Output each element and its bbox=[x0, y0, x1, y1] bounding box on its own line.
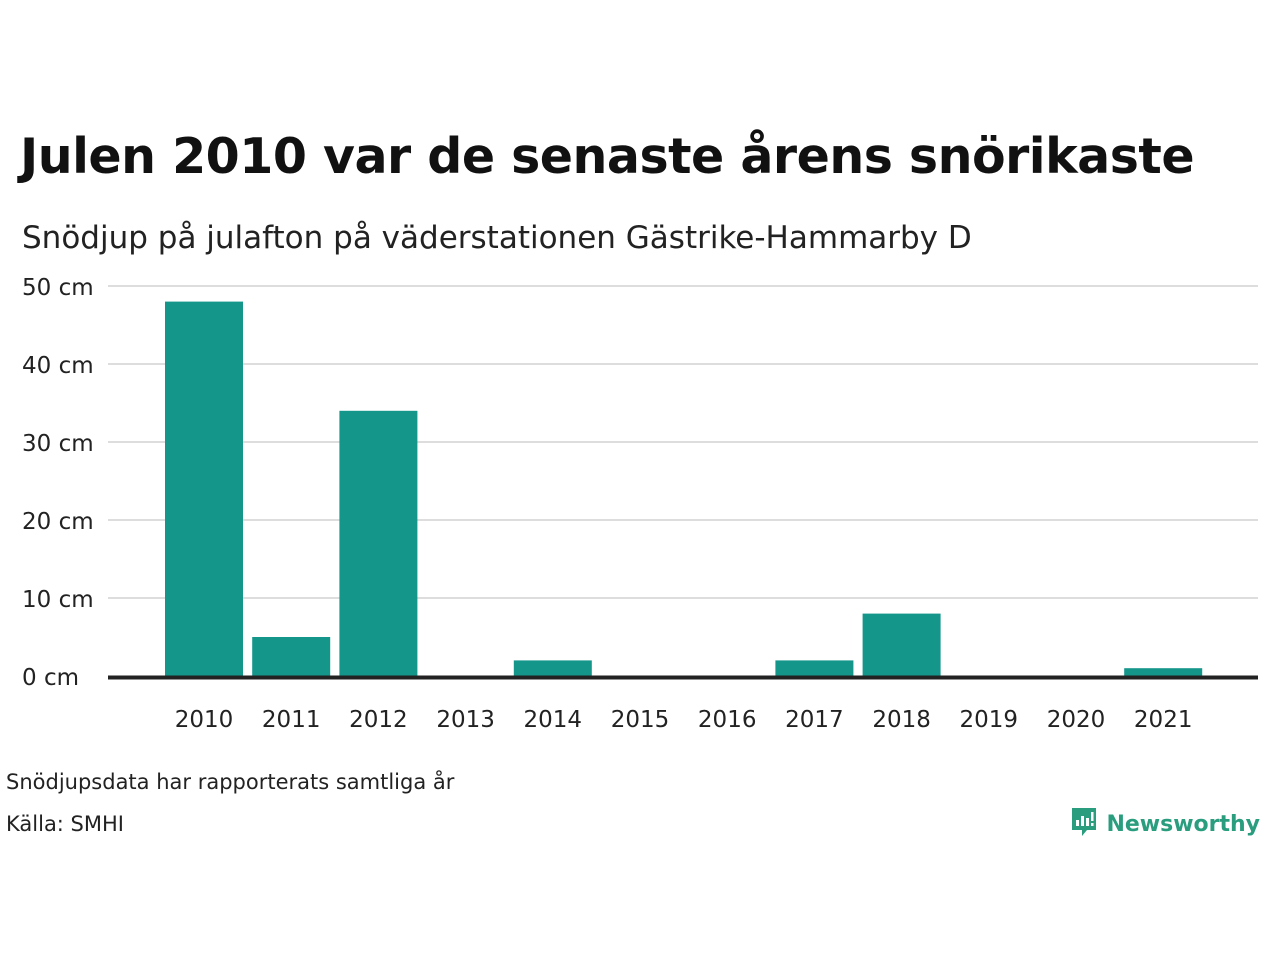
x-tick-label: 2014 bbox=[524, 707, 583, 733]
x-tick-label: 2015 bbox=[611, 707, 670, 733]
y-tick-label: 10 cm bbox=[22, 587, 94, 613]
x-axis-ticks: 2010 2011 2012 2013 2014 2015 2016 2017 2018 2019… bbox=[175, 707, 1193, 733]
bar-2012 bbox=[339, 410, 418, 676]
x-tick-label: 2017 bbox=[785, 707, 844, 733]
y-tick-label: 30 cm bbox=[22, 431, 94, 457]
bar-2021 bbox=[1124, 668, 1203, 676]
chart-title: Julen 2010 var de senaste årens snörikas… bbox=[20, 128, 1195, 185]
x-tick-label: 2019 bbox=[960, 707, 1019, 733]
bar-2011 bbox=[252, 637, 331, 676]
y-axis-ticks: 0 cm 10 cm 20 cm 30 cm 40 cm 50 cm bbox=[22, 275, 94, 691]
chart-source: Källa: SMHI bbox=[6, 812, 124, 836]
x-tick-label: 2010 bbox=[175, 707, 234, 733]
y-tick-label: 0 cm bbox=[22, 665, 79, 691]
brand-name: Newsworthy bbox=[1106, 811, 1260, 837]
bar-2018 bbox=[862, 613, 941, 676]
y-tick-label: 50 cm bbox=[22, 275, 94, 301]
x-tick-label: 2012 bbox=[349, 707, 408, 733]
x-tick-label: 2016 bbox=[698, 707, 757, 733]
x-tick-label: 2020 bbox=[1047, 707, 1106, 733]
chart-note: Snödjupsdata har rapporterats samtliga å… bbox=[6, 770, 455, 794]
brand-logo: Newsworthy bbox=[1070, 806, 1260, 842]
y-tick-label: 40 cm bbox=[22, 353, 94, 379]
bar-2010 bbox=[165, 301, 243, 676]
gridlines bbox=[108, 285, 1258, 599]
x-tick-label: 2013 bbox=[436, 707, 495, 733]
y-tick-label: 20 cm bbox=[22, 509, 94, 535]
bar-2014 bbox=[513, 660, 592, 676]
x-tick-label: 2011 bbox=[262, 707, 321, 733]
x-tick-label: 2018 bbox=[872, 707, 931, 733]
newsworthy-logo-icon bbox=[1070, 806, 1098, 842]
chart-subtitle: Snödjup på julafton på väderstationen Gä… bbox=[22, 220, 972, 256]
bars bbox=[165, 301, 1203, 676]
bar-2017 bbox=[775, 660, 854, 676]
x-tick-label: 2021 bbox=[1134, 707, 1193, 733]
